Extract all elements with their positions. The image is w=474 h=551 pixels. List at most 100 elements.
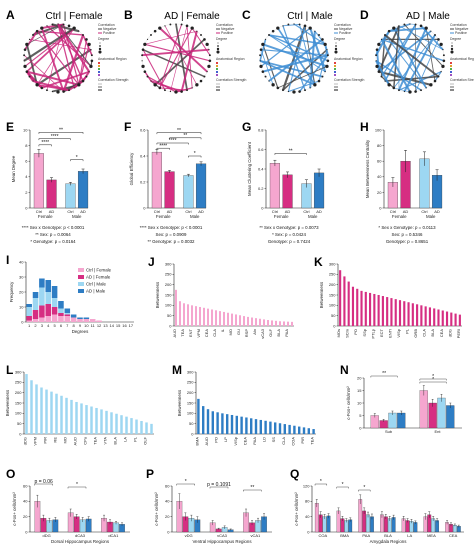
panel-label-M: M: [172, 363, 182, 377]
bar: [40, 387, 43, 434]
network-edge: [384, 24, 417, 82]
legend-positive-label: Positive: [455, 31, 467, 35]
x-tick-label: AD: [49, 209, 55, 214]
bar: [416, 304, 419, 326]
y-tick-label: 20: [165, 514, 170, 519]
network-node: [150, 80, 152, 82]
y-tick-label: 0: [167, 529, 170, 534]
x-tick-label: ENTl: [387, 329, 392, 338]
x-tick-label: Ent: [434, 429, 441, 434]
x-tick-label: 8: [73, 323, 76, 328]
x-tick-label: 13: [103, 323, 108, 328]
x-tick-label: BMA: [340, 533, 349, 538]
stats-line: * Genotype: p = 0.0164: [30, 239, 76, 244]
y-tick-label: 300: [165, 261, 172, 266]
network-node: [441, 64, 445, 68]
histogram-bar: [26, 320, 32, 322]
network-node: [268, 80, 270, 82]
bar: [419, 390, 428, 429]
bar: [150, 423, 153, 434]
network-node: [321, 75, 324, 78]
bar: [65, 183, 76, 209]
x-tick-label: CEA: [204, 329, 209, 338]
panel-label-A: A: [6, 8, 15, 22]
network-node: [442, 49, 444, 51]
network-node: [314, 30, 316, 32]
bar: [397, 412, 406, 429]
network-node: [377, 42, 381, 46]
y-tick-label: 6: [25, 159, 28, 164]
bar: [386, 297, 389, 326]
legend-degree-title: Degree: [216, 37, 227, 41]
bar: [125, 416, 128, 434]
network-node: [62, 90, 65, 93]
x-tick-label: dCA3: [75, 533, 86, 538]
network-edge: [41, 70, 90, 89]
bar: [206, 409, 210, 434]
bar: [211, 411, 214, 434]
bar: [360, 290, 363, 326]
significance-bracket: [336, 486, 349, 489]
network-node: [429, 83, 433, 87]
bar: [195, 163, 207, 209]
x-tick-label: vCA1: [250, 533, 261, 538]
x-tick-label: BLA: [384, 533, 392, 538]
y-tick-label: 200: [15, 390, 22, 395]
significance-bracket: [38, 138, 71, 141]
network-node: [403, 23, 406, 26]
y-tick-label: 40: [377, 174, 382, 179]
bar: [60, 395, 63, 434]
panel-label-D: D: [360, 8, 369, 22]
network-node: [40, 86, 44, 90]
x-tick-label: TEA: [180, 329, 185, 337]
network-node: [326, 59, 330, 63]
network-graph: [375, 23, 446, 94]
x-tick-label: 15: [116, 323, 121, 328]
x-tick-label: AD: [434, 209, 440, 214]
legend-region-swatch: [98, 68, 100, 70]
histogram-bar: [70, 317, 77, 322]
significance-label: ****: [159, 143, 167, 149]
network-node: [23, 60, 25, 62]
x-tick-label: 12: [97, 323, 102, 328]
significance-bracket: [419, 381, 447, 384]
y-tick-label: 0.2: [258, 186, 264, 191]
legend-degree-dot: [217, 42, 219, 44]
network-node: [57, 23, 59, 25]
y-tick-label: 80: [305, 499, 310, 504]
bar: [441, 310, 444, 326]
network-node: [437, 75, 440, 78]
bar: [80, 403, 83, 434]
y-tick-label: 4: [25, 174, 28, 179]
x-tick-label: BLA: [113, 437, 118, 445]
network-node: [414, 23, 417, 26]
x-tick-label: AUD: [204, 437, 209, 446]
bar: [46, 179, 57, 209]
bar: [45, 389, 48, 434]
network-edge: [260, 27, 311, 67]
network-node: [419, 24, 423, 28]
network-edge: [26, 70, 80, 86]
group-label: Male: [72, 214, 82, 219]
x-axis-label: Amygdala Regions: [370, 539, 408, 544]
legend-strength-title: Correlation Strength: [450, 78, 474, 82]
histogram-bar: [64, 308, 71, 313]
network-node: [292, 90, 296, 94]
legend-region-swatch: [98, 71, 100, 73]
y-tick-label: 10: [357, 400, 362, 405]
bar: [55, 393, 58, 434]
bar: [314, 503, 319, 533]
panel-label-N: N: [340, 363, 349, 377]
y-tick-label: 50: [189, 421, 194, 426]
network-node: [437, 38, 440, 41]
network-node: [268, 34, 270, 36]
legend-correlation-title: Correlation: [450, 23, 467, 27]
bar: [183, 303, 185, 326]
x-tick-label: TEA: [93, 437, 98, 445]
network-node: [326, 54, 329, 57]
network-edge: [159, 27, 208, 73]
bar: [407, 302, 410, 326]
x-tick-label: 5: [53, 323, 56, 328]
x-tick-label: CLA: [422, 329, 427, 337]
legend-region-swatch: [450, 71, 452, 73]
